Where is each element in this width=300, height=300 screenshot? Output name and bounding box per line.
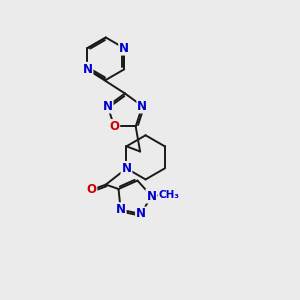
Text: N: N — [137, 100, 147, 112]
Text: N: N — [146, 190, 156, 202]
Text: N: N — [136, 208, 146, 220]
Text: N: N — [119, 42, 129, 55]
Text: O: O — [109, 120, 119, 133]
Text: N: N — [122, 162, 131, 175]
Text: N: N — [116, 203, 126, 216]
Text: O: O — [86, 183, 97, 196]
Text: N: N — [103, 100, 112, 112]
Text: N: N — [82, 63, 92, 76]
Text: CH₃: CH₃ — [159, 190, 180, 200]
